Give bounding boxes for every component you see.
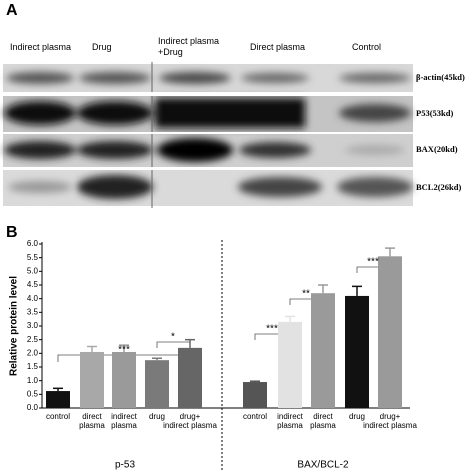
lane-label: Direct plasma xyxy=(250,42,306,52)
x-tick-label: control xyxy=(45,412,70,421)
band-label: BCL2(26kd) xyxy=(416,182,462,192)
x-tick-label: indirect plasma xyxy=(111,412,137,430)
significance-label: * xyxy=(171,332,175,343)
western-blot xyxy=(3,62,413,208)
group-label: BAX/BCL-2 xyxy=(297,460,349,471)
lane-label: Indirect plasma +Drug xyxy=(158,36,220,57)
y-tick-label: 1.5 xyxy=(27,362,39,371)
y-tick-label: 0.0 xyxy=(27,403,39,412)
bar xyxy=(278,321,302,408)
y-tick-label: 5.5 xyxy=(27,253,39,262)
bar xyxy=(112,351,136,408)
x-tick-label: direct plasma xyxy=(310,412,336,430)
y-tick-label: 4.0 xyxy=(27,294,39,303)
bar xyxy=(80,351,104,408)
x-tick-label: control xyxy=(242,412,267,421)
y-tick-label: 5.0 xyxy=(27,266,39,275)
bar xyxy=(46,391,70,408)
bar xyxy=(178,347,202,408)
y-tick-label: 2.5 xyxy=(27,335,39,344)
lane-label: Control xyxy=(352,42,382,52)
band-label: BAX(20kd) xyxy=(416,144,458,154)
band-label: P53(53kd) xyxy=(416,108,454,118)
bar xyxy=(243,382,267,408)
bar xyxy=(378,256,402,408)
lane-label: Indirect plasma xyxy=(10,42,72,52)
x-tick-label: drug xyxy=(348,412,365,421)
x-tick-label: drug+ indirect plasma xyxy=(363,412,417,430)
group-label: p-53 xyxy=(115,460,135,471)
y-tick-label: 3.0 xyxy=(27,321,39,330)
bar xyxy=(311,293,335,408)
panel-label: B xyxy=(6,224,18,241)
x-tick-label: drug xyxy=(148,412,165,421)
significance-brackets xyxy=(57,266,391,362)
band-label: β-actin(45kd) xyxy=(416,72,465,82)
y-axis-label: Relative protein level xyxy=(9,276,20,376)
y-tick-label: 6.0 xyxy=(27,239,39,248)
y-tick-label: 1.0 xyxy=(27,376,39,385)
y-tick-label: 3.5 xyxy=(27,307,39,316)
lane-label: Drug xyxy=(92,42,112,52)
bar xyxy=(145,360,169,408)
panel-label: A xyxy=(6,2,18,19)
y-tick-label: 4.5 xyxy=(27,280,39,289)
significance-label: *** xyxy=(266,324,278,335)
y-tick-label: 0.5 xyxy=(27,389,39,398)
x-tick-label: drug+ indirect plasma xyxy=(163,412,217,430)
bar xyxy=(345,295,369,408)
significance-label: *** xyxy=(118,345,130,356)
x-tick-label: indirect plasma xyxy=(277,412,303,430)
significance-label: ** xyxy=(302,289,310,300)
significance-label: *** xyxy=(367,257,379,268)
y-tick-label: 2.0 xyxy=(27,348,39,357)
x-tick-label: direct plasma xyxy=(79,412,105,430)
